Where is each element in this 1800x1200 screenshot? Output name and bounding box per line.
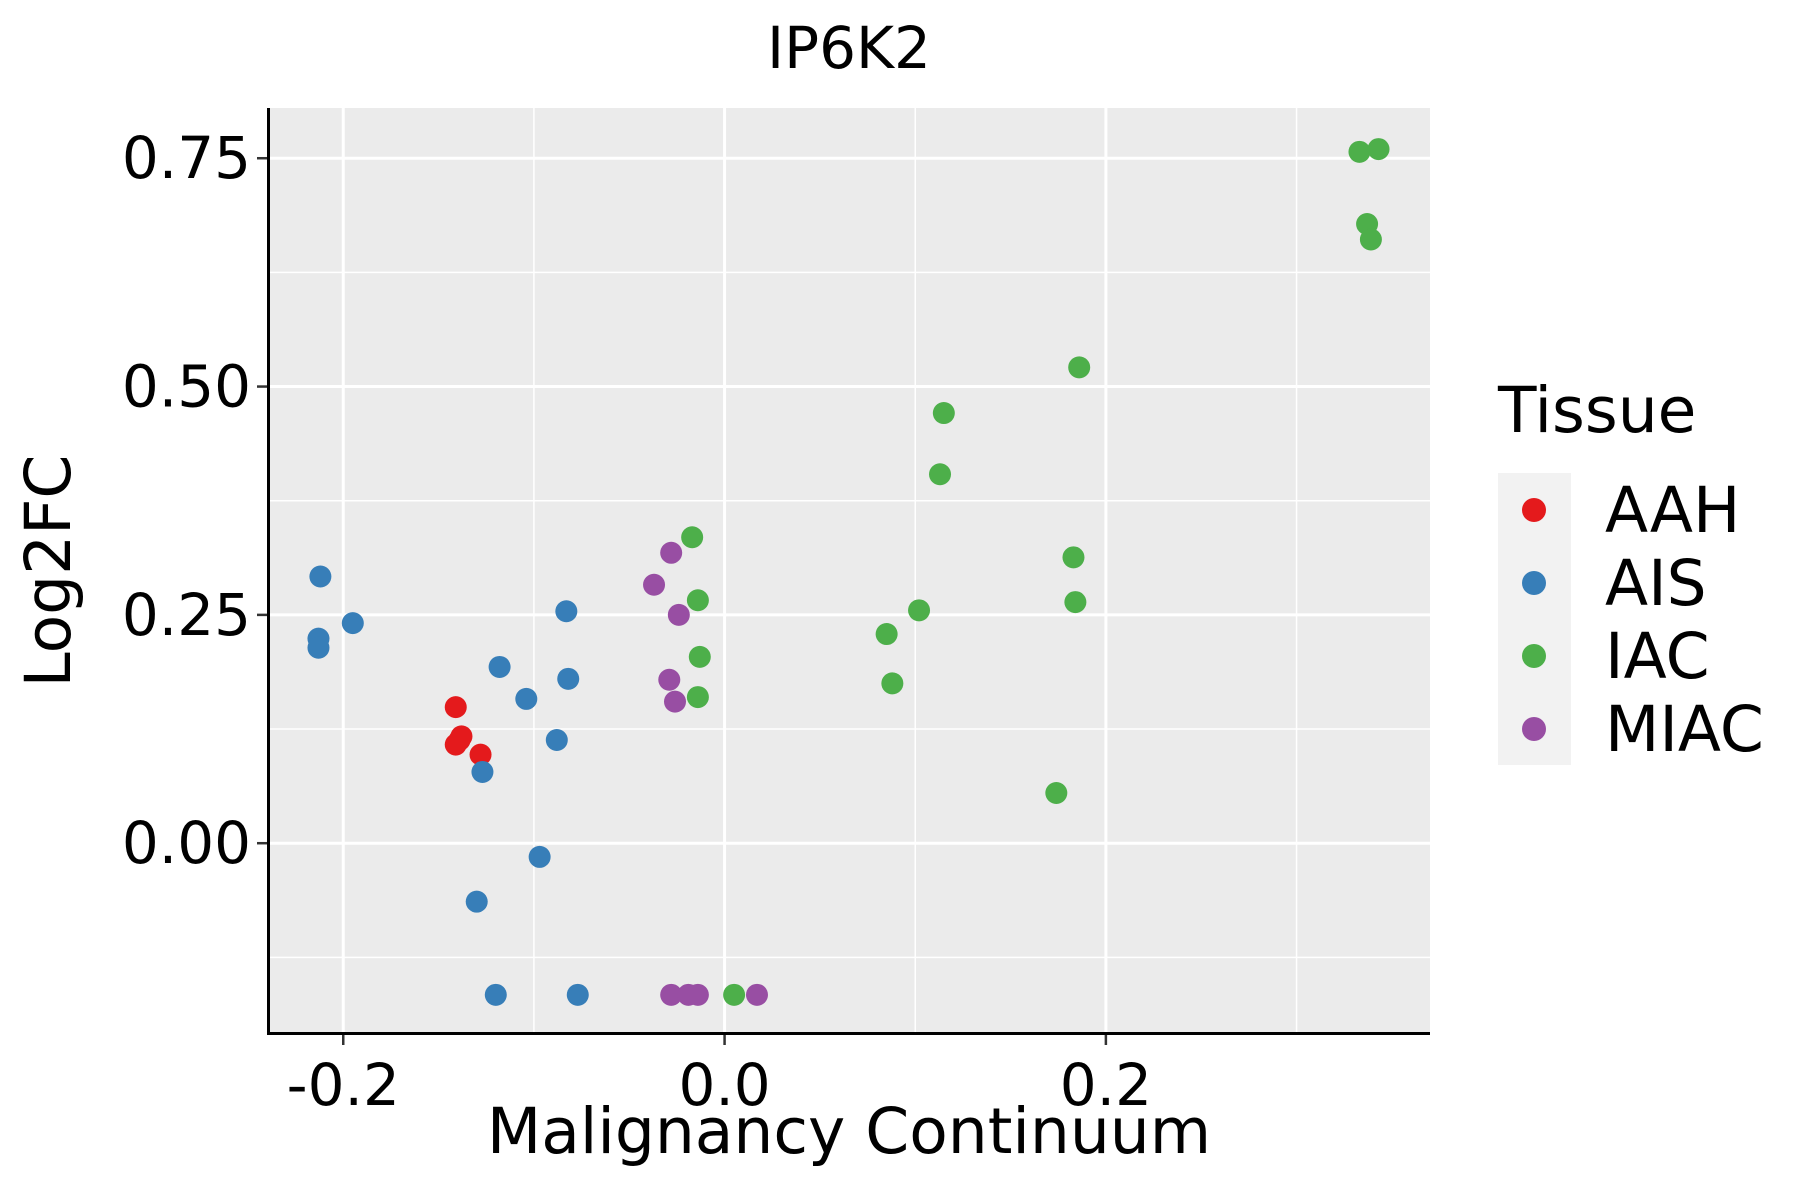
point-iac: [881, 672, 904, 695]
legend-label-iac: IAC: [1605, 620, 1710, 693]
point-iac: [1367, 138, 1390, 161]
y-axis-title: Log2FC: [12, 455, 85, 688]
point-miac: [686, 983, 709, 1006]
plot-panel-background: [267, 108, 1430, 1035]
y-tick-label: 0.00: [122, 809, 251, 877]
point-iac: [681, 526, 704, 549]
point-miac: [667, 603, 690, 626]
point-miac: [660, 983, 683, 1006]
point-ais: [484, 983, 507, 1006]
point-ais: [557, 667, 580, 690]
data-points: [307, 138, 1390, 1006]
point-iac: [686, 589, 709, 612]
y-tick-label: 0.75: [122, 124, 251, 192]
major-gridlines: [267, 108, 1430, 1035]
point-iac: [688, 645, 711, 668]
point-iac: [908, 599, 931, 622]
legend-label-aah: AAH: [1605, 474, 1740, 547]
point-ais: [566, 983, 589, 1006]
point-ais: [471, 760, 494, 783]
point-ais: [309, 565, 332, 588]
point-iac: [1359, 228, 1382, 251]
x-tick-label: 0.2: [1060, 1051, 1152, 1119]
y-tick-label: 0.50: [122, 353, 251, 421]
point-ais: [307, 636, 330, 659]
chart-title: IP6K2: [767, 14, 931, 82]
point-iac: [1348, 140, 1371, 163]
point-iac: [1068, 356, 1091, 379]
legend-key-miac: [1522, 717, 1546, 741]
legend-title: Tissue: [1497, 374, 1696, 447]
point-iac: [1062, 546, 1085, 569]
point-iac: [932, 402, 955, 425]
legend-key-iac: [1522, 644, 1546, 668]
point-ais: [515, 687, 538, 710]
legend-label-miac: MIAC: [1605, 693, 1764, 766]
point-miac: [643, 573, 666, 596]
point-iac: [1064, 591, 1087, 614]
point-iac: [1045, 781, 1068, 804]
legend-label-ais: AIS: [1605, 547, 1707, 620]
point-ais: [545, 729, 568, 752]
x-tick-label: 0.0: [678, 1051, 770, 1119]
point-miac: [745, 983, 768, 1006]
point-aah: [444, 733, 467, 756]
point-aah: [469, 743, 492, 766]
point-miac: [660, 541, 683, 564]
point-ais: [341, 612, 364, 635]
point-iac: [686, 686, 709, 709]
point-aah: [444, 696, 467, 719]
point-ais: [528, 845, 551, 868]
point-iac: [875, 623, 898, 646]
y-tick-label: 0.25: [122, 581, 251, 649]
x-axis-ticks: -0.2 0.0 0.2: [287, 1035, 1152, 1119]
point-ais: [555, 600, 578, 623]
point-iac: [929, 463, 952, 486]
y-axis-ticks: 0.00 0.25 0.50 0.75: [122, 124, 267, 877]
point-ais: [488, 655, 511, 678]
legend-key-ais: [1522, 571, 1546, 595]
x-axis-title: Malignancy Continuum: [487, 1095, 1211, 1168]
point-miac: [664, 690, 687, 713]
legend-key-aah: [1522, 498, 1546, 522]
point-iac: [723, 983, 746, 1006]
point-miac: [658, 668, 681, 691]
x-tick-label: -0.2: [287, 1051, 400, 1119]
point-ais: [465, 890, 488, 913]
